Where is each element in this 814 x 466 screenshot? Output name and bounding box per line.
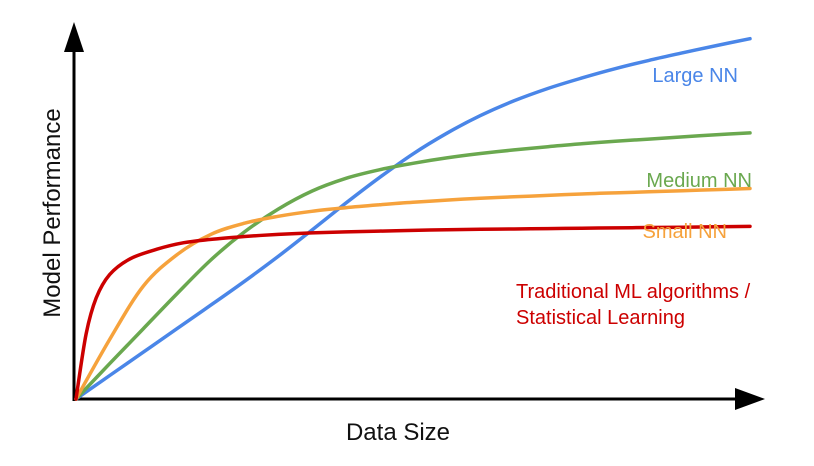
series-label-small-nn: Small NN: [643, 221, 727, 243]
axes: [64, 22, 765, 410]
series-line-large-nn: [74, 36, 752, 401]
series-label-large-nn: Large NN: [652, 65, 738, 87]
series-line-small-nn: [74, 186, 752, 401]
x-axis-arrowhead: [735, 388, 765, 410]
y-axis-title: Model Performance: [39, 108, 66, 317]
series-labels: Large NN Medium NN Small NN Traditional ML …: [516, 65, 752, 329]
y-axis-arrowhead: [64, 22, 84, 52]
series-label-traditional-ml-algorithms-statistical-learning-line-1: Traditional ML algorithms /: [516, 281, 751, 303]
series-layer: [74, 36, 752, 401]
series-line-medium-nn: [74, 131, 752, 401]
x-axis-title: Data Size: [346, 419, 450, 446]
series-line-traditional-ml-algorithms-statistical-learning: [74, 224, 752, 401]
series-label-medium-nn: Medium NN: [646, 170, 752, 192]
series-label-traditional-ml-algorithms-statistical-learning-line-2: Statistical Learning: [516, 307, 685, 329]
